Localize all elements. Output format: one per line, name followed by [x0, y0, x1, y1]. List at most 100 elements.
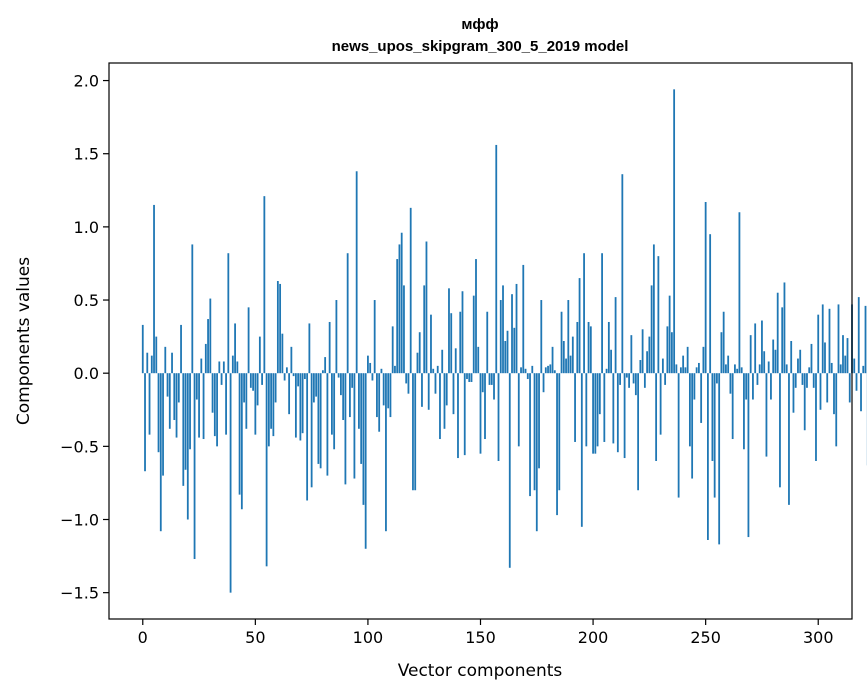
bar-component-175	[535, 373, 538, 532]
bar-component-304	[826, 373, 829, 403]
bar-component-258	[722, 311, 725, 374]
bar-component-224	[646, 351, 649, 374]
bar-component-272	[754, 323, 757, 374]
bar-component-49	[252, 373, 254, 391]
bar-component-239	[679, 367, 682, 374]
bar-component-306	[830, 362, 833, 374]
y-axis-ticks: −1.5 −1.0 −0.5 0.0 0.5 1.0 1.5 2.0	[60, 72, 109, 603]
bar-component-263	[734, 364, 736, 374]
bar-component-42	[236, 361, 239, 374]
bar-component-20	[186, 373, 189, 520]
bar-component-241	[684, 367, 687, 374]
bar-component-126	[425, 241, 428, 374]
bar-component-295	[806, 373, 808, 388]
bar-component-86	[335, 300, 338, 374]
bar-component-253	[711, 373, 714, 461]
bar-component-39	[229, 373, 232, 593]
bar-component-64	[285, 367, 288, 374]
bar-component-128	[430, 314, 432, 374]
bar-component-3	[148, 373, 151, 435]
bar-component-318	[857, 297, 860, 374]
bar-component-246	[695, 367, 698, 374]
bar-component-159	[499, 300, 502, 374]
bar-component-138	[452, 373, 455, 415]
bar-component-109	[387, 373, 390, 409]
bar-component-118	[407, 373, 410, 394]
bar-component-154	[488, 373, 491, 385]
bar-component-140	[457, 373, 459, 459]
bar-component-276	[763, 351, 766, 374]
y-tick-label: 2.0	[74, 72, 99, 91]
bar-component-82	[326, 373, 329, 476]
bar-component-161	[504, 341, 507, 374]
bar-component-80	[321, 370, 324, 374]
bar-component-99	[364, 373, 367, 549]
bar-component-61	[279, 283, 282, 374]
bar-component-233	[666, 326, 669, 374]
bar-component-199	[589, 326, 592, 374]
bar-component-215	[625, 373, 628, 378]
bar-component-228	[655, 373, 658, 461]
bar-component-305	[828, 308, 831, 374]
bar-component-146	[470, 373, 473, 382]
bar-component-125	[423, 285, 426, 374]
bar-component-11	[166, 373, 169, 397]
bar-component-191	[571, 336, 574, 374]
y-tick-label: −0.5	[60, 437, 99, 456]
bar-component-240	[682, 355, 685, 374]
bar-component-209	[612, 373, 615, 444]
bar-component-252	[709, 234, 712, 374]
bar-component-155	[490, 373, 493, 385]
bar-component-277	[765, 373, 768, 457]
bar-component-193	[576, 321, 579, 374]
bar-component-308	[835, 373, 838, 447]
bar-component-197	[585, 373, 588, 447]
bar-component-4	[150, 355, 153, 374]
bar-component-129	[432, 368, 435, 374]
bar-component-227	[652, 244, 655, 374]
bar-component-286	[785, 364, 788, 374]
bar-component-236	[673, 89, 676, 374]
bar-component-1	[144, 373, 146, 472]
bar-component-198	[587, 321, 590, 374]
bar-component-104	[376, 373, 378, 418]
bar-component-206	[605, 368, 608, 374]
bar-component-205	[603, 373, 606, 442]
bar-component-37	[225, 373, 227, 435]
bar-component-283	[779, 373, 781, 488]
bar-component-296	[808, 367, 811, 374]
bar-component-27	[202, 373, 205, 440]
bar-component-208	[610, 349, 612, 374]
bar-component-19	[184, 373, 187, 470]
bar-component-131	[436, 365, 439, 374]
y-tick-label: 1.5	[74, 145, 99, 164]
x-tick-label: 0	[138, 628, 148, 647]
bar-component-48	[249, 373, 252, 388]
bar-component-5	[153, 204, 155, 374]
bar-component-265	[738, 212, 741, 374]
bar-component-24	[195, 373, 198, 400]
bar-component-65	[288, 373, 291, 415]
bar-component-16	[177, 373, 180, 403]
bar-component-173	[531, 365, 534, 374]
bar-component-220	[637, 373, 640, 491]
bar-component-299	[815, 373, 817, 461]
bar-component-116	[403, 285, 405, 374]
bar-component-6	[155, 336, 158, 374]
bar-component-301	[819, 373, 822, 410]
bar-component-53	[261, 373, 263, 385]
bar-component-200	[592, 373, 594, 454]
bar-component-149	[477, 346, 480, 374]
bar-component-107	[382, 373, 385, 406]
bar-component-320	[862, 365, 865, 374]
bar-component-69	[297, 373, 300, 387]
bar-component-177	[540, 300, 543, 374]
bar-component-203	[598, 373, 601, 415]
bar-component-55	[265, 373, 268, 567]
bar-component-195	[580, 373, 583, 527]
bar-component-163	[508, 373, 511, 568]
bar-component-171	[526, 373, 529, 380]
bar-component-137	[450, 313, 453, 374]
bar-component-83	[328, 321, 331, 374]
